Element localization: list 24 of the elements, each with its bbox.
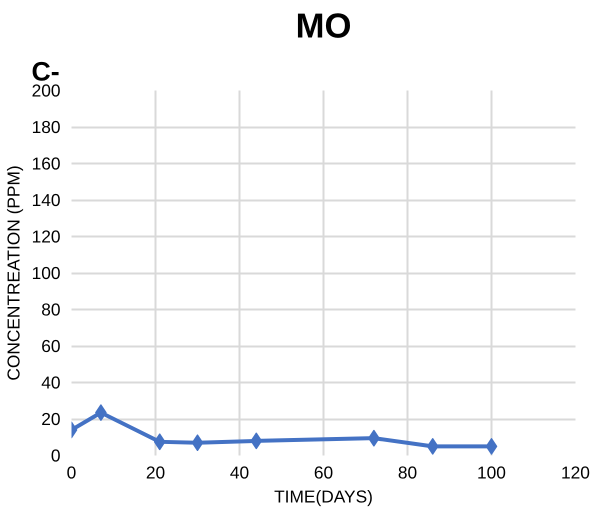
- chart-title: MO: [296, 8, 352, 46]
- x-tick-label: 80: [398, 462, 418, 482]
- y-tick-label: 160: [32, 154, 61, 174]
- y-tick-label: 80: [41, 300, 61, 320]
- x-tick-label: 0: [66, 462, 76, 482]
- point: [426, 438, 439, 455]
- y-tick-label: 20: [41, 409, 61, 429]
- x-axis-title: TIME(DAYS): [274, 486, 373, 506]
- y-tick-label: 140: [32, 190, 61, 210]
- y-tick-label: 0: [50, 446, 61, 466]
- y-tick-label: 60: [41, 336, 61, 356]
- y-tick-label: 200: [32, 80, 61, 100]
- y-tick-label: 100: [32, 263, 61, 283]
- y-axis-title: CONCENTREATION (PPM): [4, 165, 24, 381]
- point: [154, 433, 166, 450]
- x-tick-label: 40: [230, 462, 250, 482]
- x-tick-label: 100: [477, 462, 506, 482]
- y-tick-label: 40: [41, 372, 61, 392]
- x-tick-label: 120: [561, 462, 590, 482]
- y-tick-label: 120: [32, 226, 61, 246]
- y-tick-label: 180: [32, 117, 61, 137]
- point: [250, 432, 262, 450]
- x-tick-label: 20: [146, 462, 166, 482]
- x-tick-label: 60: [314, 462, 334, 482]
